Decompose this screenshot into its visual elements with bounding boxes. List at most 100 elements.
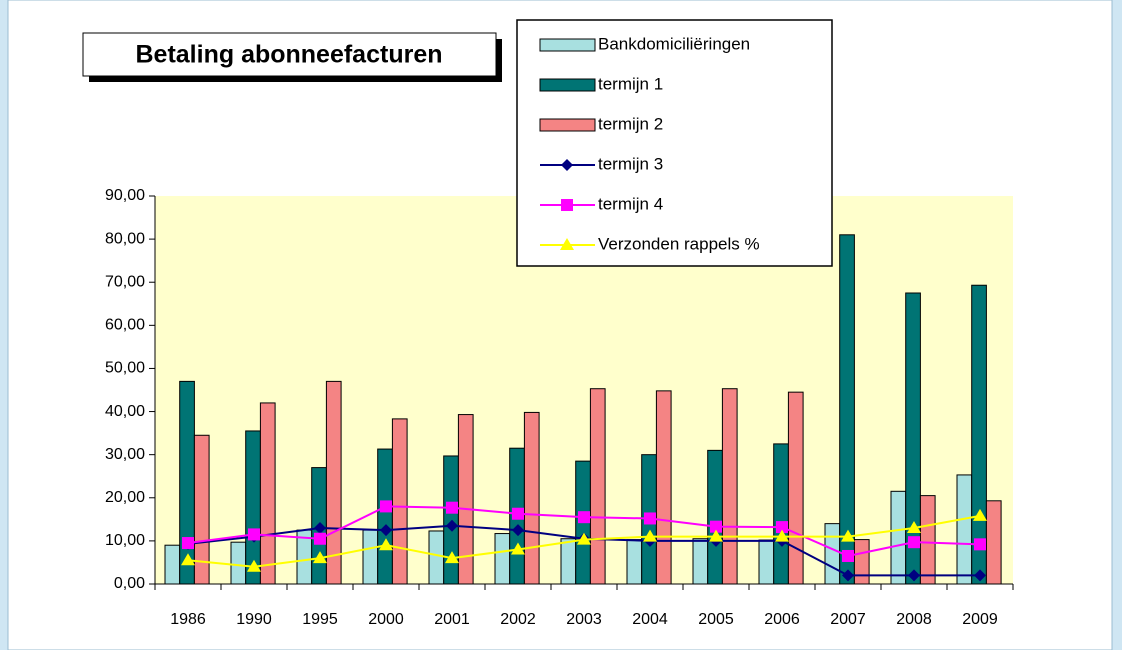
marker	[445, 551, 459, 564]
legend-marker	[561, 199, 573, 211]
bar	[758, 539, 775, 585]
marker	[512, 524, 524, 537]
marker	[908, 569, 920, 582]
bar	[457, 414, 474, 585]
bar	[626, 539, 643, 585]
legend-label: Verzonden rappels %	[598, 234, 760, 253]
marker	[842, 569, 854, 582]
x-tick-label: 2005	[698, 611, 734, 628]
bar	[494, 533, 511, 585]
legend-marker	[561, 159, 573, 171]
bar	[259, 402, 276, 585]
x-tick-label: 1995	[302, 611, 338, 628]
legend-marker	[560, 238, 574, 250]
y-tick-label: 60,00	[105, 317, 145, 334]
marker	[511, 542, 525, 555]
marker	[380, 524, 392, 537]
bar	[164, 544, 181, 585]
marker	[842, 549, 854, 562]
x-tick-label: 2003	[566, 611, 602, 628]
bar	[890, 490, 907, 585]
bar	[956, 474, 973, 585]
bar	[919, 495, 936, 585]
marker	[907, 520, 921, 533]
bar	[985, 500, 1002, 585]
legend-swatch	[539, 118, 596, 132]
marker	[974, 569, 986, 582]
bar	[428, 530, 445, 585]
x-tick-label: 2002	[500, 611, 536, 628]
y-tick-label: 0,00	[114, 575, 145, 592]
y-tick-label: 90,00	[105, 187, 145, 204]
marker	[709, 529, 723, 542]
bar	[853, 539, 870, 585]
y-tick-label: 20,00	[105, 489, 145, 506]
marker	[182, 537, 194, 550]
y-tick-label: 80,00	[105, 230, 145, 247]
bar	[245, 430, 261, 585]
bar	[707, 449, 723, 585]
marker	[908, 536, 920, 549]
marker	[379, 538, 393, 551]
marker	[380, 500, 392, 513]
bar	[824, 523, 841, 585]
marker	[577, 532, 591, 545]
marker	[314, 521, 326, 534]
marker	[181, 553, 195, 566]
y-tick-label: 10,00	[105, 532, 145, 549]
legend-label: termijn 3	[598, 154, 663, 173]
marker	[643, 529, 657, 542]
bar	[362, 529, 379, 585]
bar	[179, 380, 195, 585]
legend-box	[516, 19, 833, 267]
y-tick-label: 30,00	[105, 446, 145, 463]
bar	[230, 541, 247, 585]
legend-swatch	[539, 78, 596, 92]
bar	[443, 455, 459, 585]
marker	[776, 521, 788, 534]
legend-swatch	[539, 38, 596, 52]
bar	[692, 538, 709, 585]
legend-label: termijn 2	[598, 114, 663, 133]
marker	[512, 507, 524, 520]
marker	[775, 529, 789, 542]
marker	[841, 529, 855, 542]
bar	[589, 388, 606, 585]
bar	[523, 411, 540, 585]
marker	[710, 520, 722, 533]
x-tick-label: 1986	[170, 611, 206, 628]
x-tick-label: 2001	[434, 611, 470, 628]
marker	[644, 512, 656, 525]
marker	[578, 511, 590, 524]
marker	[248, 528, 260, 541]
marker	[313, 551, 327, 564]
bar	[377, 448, 393, 585]
y-tick-label: 70,00	[105, 273, 145, 290]
x-tick-label: 2009	[962, 611, 998, 628]
bar	[773, 443, 789, 585]
legend-label: termijn 4	[598, 194, 663, 213]
x-tick-label: 2006	[764, 611, 800, 628]
bar	[721, 388, 738, 585]
bar	[391, 418, 408, 585]
x-tick-label: 2008	[896, 611, 932, 628]
y-tick-label: 50,00	[105, 360, 145, 377]
marker	[974, 538, 986, 551]
bar	[560, 538, 577, 585]
title-box	[82, 32, 497, 77]
x-tick-label: 2000	[368, 611, 404, 628]
legend-label: Bankdomiciliëringen	[598, 34, 750, 53]
x-tick-label: 2007	[830, 611, 866, 628]
bar	[787, 391, 804, 585]
bar	[655, 390, 672, 585]
marker	[314, 532, 326, 545]
x-tick-label: 1990	[236, 611, 272, 628]
x-tick-label: 2004	[632, 611, 668, 628]
legend-label: termijn 1	[598, 74, 663, 93]
y-tick-label: 40,00	[105, 403, 145, 420]
chart-title: Betaling abonneefacturen	[136, 41, 443, 69]
marker	[973, 508, 987, 521]
marker	[446, 501, 458, 514]
marker	[247, 559, 261, 572]
